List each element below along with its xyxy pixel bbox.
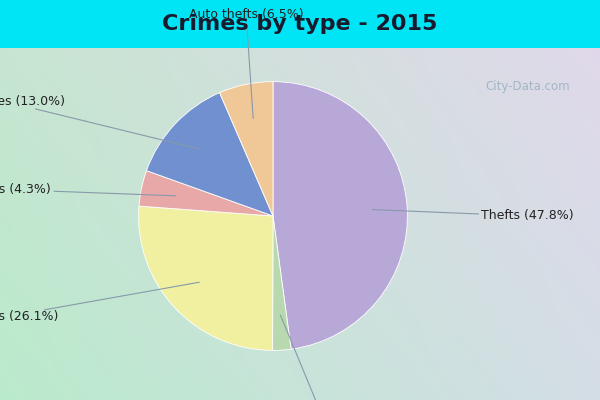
Text: City-Data.com: City-Data.com <box>485 80 570 93</box>
Wedge shape <box>139 206 273 350</box>
Wedge shape <box>220 82 273 216</box>
Text: Assaults (26.1%): Assaults (26.1%) <box>0 282 199 323</box>
Text: Robberies (4.3%): Robberies (4.3%) <box>0 183 176 196</box>
Text: Burglaries (13.0%): Burglaries (13.0%) <box>0 95 200 149</box>
Text: Crimes by type - 2015: Crimes by type - 2015 <box>163 14 437 34</box>
Wedge shape <box>146 93 273 216</box>
Text: Thefts (47.8%): Thefts (47.8%) <box>373 210 574 222</box>
Wedge shape <box>273 82 407 349</box>
Text: Auto thefts (6.5%): Auto thefts (6.5%) <box>189 8 304 118</box>
Wedge shape <box>272 216 291 350</box>
Text: Arson (2.2%): Arson (2.2%) <box>280 315 361 400</box>
Wedge shape <box>139 171 273 216</box>
